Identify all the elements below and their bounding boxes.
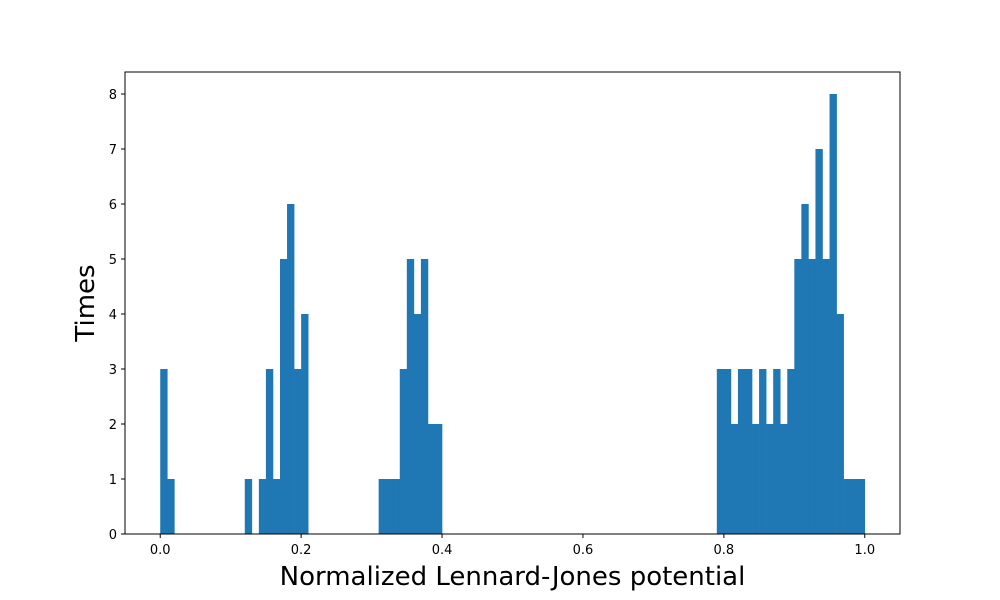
y-tick-label: 7 xyxy=(109,143,117,158)
histogram-bar xyxy=(287,204,295,534)
histogram-bar xyxy=(294,369,302,534)
histogram-bar xyxy=(815,149,823,534)
histogram-bar xyxy=(385,479,394,534)
histogram-bar xyxy=(730,424,739,534)
y-tick-label: 0 xyxy=(109,528,117,543)
histogram-bar xyxy=(745,369,753,534)
histogram-bar xyxy=(406,259,415,534)
histogram-bar xyxy=(801,204,809,534)
histogram-bar xyxy=(258,479,267,534)
y-tick-label: 5 xyxy=(109,253,117,268)
histogram-bar xyxy=(773,369,781,534)
histogram-bar xyxy=(766,424,774,534)
histogram-bar xyxy=(244,479,253,534)
x-axis-ticks: 0.0 0.2 0.4 0.6 0.8 1.0 xyxy=(150,534,875,558)
histogram-bar xyxy=(301,314,309,534)
histogram-bar xyxy=(850,479,859,534)
histogram-bar xyxy=(737,369,746,534)
y-axis-label: Times xyxy=(71,264,101,342)
plot-area-frame xyxy=(124,71,901,535)
histogram-bar xyxy=(392,479,401,534)
y-tick-label: 6 xyxy=(109,198,117,213)
histogram-bar xyxy=(843,479,851,534)
x-axis-label: Normalized Lennard-Jones potential xyxy=(280,562,746,592)
histogram-bar xyxy=(413,314,422,534)
histogram-bar xyxy=(272,479,281,534)
histogram-bar xyxy=(787,369,795,534)
histogram-bar xyxy=(435,424,443,534)
x-tick-label: 1.0 xyxy=(854,543,875,558)
x-tick-label: 0.4 xyxy=(432,543,453,558)
histogram-bar xyxy=(265,369,274,534)
histogram-bar xyxy=(829,94,837,534)
histogram-bar xyxy=(759,369,767,534)
y-tick-label: 1 xyxy=(109,473,117,488)
histogram-bar xyxy=(160,369,168,534)
histogram-bar xyxy=(427,424,436,534)
y-tick-label: 2 xyxy=(109,418,117,433)
histogram-bar xyxy=(420,259,429,534)
x-tick-label: 0.8 xyxy=(714,543,735,558)
histogram-bar xyxy=(280,259,288,534)
histogram-bar xyxy=(794,259,802,534)
histogram-bar xyxy=(723,369,732,534)
histogram-bar xyxy=(857,479,866,534)
histogram-bar xyxy=(780,424,788,534)
histogram-bar xyxy=(752,424,760,534)
histogram-bar xyxy=(836,314,844,534)
y-axis-ticks: 0 1 2 3 4 5 6 7 8 xyxy=(109,88,125,543)
histogram-bar xyxy=(378,479,386,534)
histogram-bar xyxy=(167,479,175,534)
histogram-bar xyxy=(808,259,816,534)
y-tick-label: 4 xyxy=(109,308,117,323)
y-tick-label: 3 xyxy=(109,363,117,378)
y-tick-label: 8 xyxy=(109,88,117,103)
x-tick-label: 0.0 xyxy=(150,543,171,558)
histogram-bar xyxy=(716,369,725,534)
histogram-bar xyxy=(822,259,830,534)
x-tick-label: 0.2 xyxy=(291,543,312,558)
histogram-bar xyxy=(399,369,408,534)
x-tick-label: 0.6 xyxy=(573,543,594,558)
histogram-bars xyxy=(160,94,866,534)
